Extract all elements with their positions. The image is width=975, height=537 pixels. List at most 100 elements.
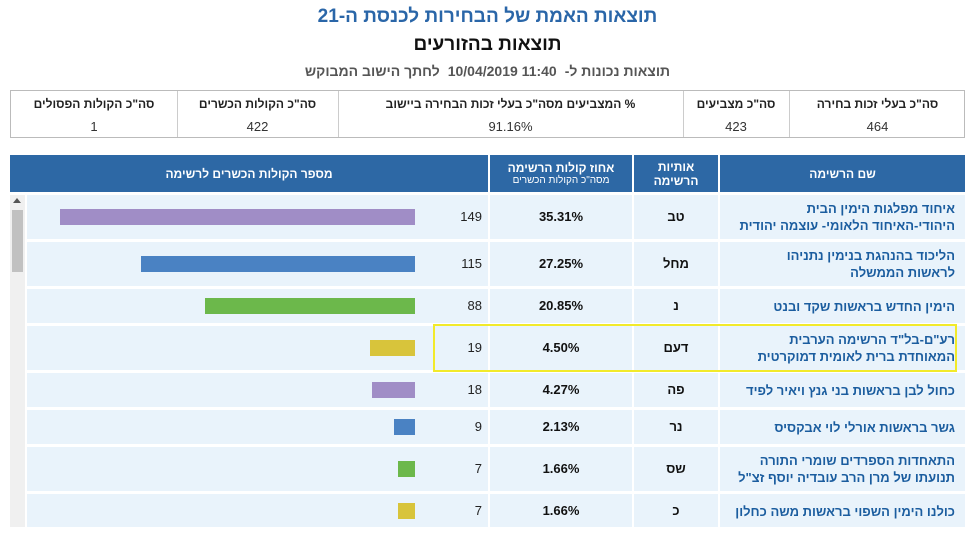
party-percent: 1.66% (542, 461, 580, 476)
party-name: התאחדות הספרדים שומרי התורה (759, 453, 955, 468)
letters-cell (634, 289, 718, 323)
party-letters: כ (672, 503, 680, 518)
results-table: שם הרשימה אותיות הרשימה אחוז קולות הרשימה מס… (10, 155, 965, 527)
party-percent: 35.31% (538, 209, 584, 224)
votes-cell (27, 494, 488, 527)
party-name: לראשות הממשלה (850, 265, 955, 280)
vote-bar (398, 503, 415, 519)
percent-cell (490, 326, 632, 370)
vote-bar (372, 382, 415, 398)
votes-cell (27, 447, 488, 491)
header-name: שם הרשימה (720, 155, 965, 192)
header-votes: מספר הקולות הכשרים לרשימה (10, 155, 488, 192)
header-percent: אחוז קולות הרשימה מסה"כ הקולות הכשרים (490, 155, 632, 192)
summary-label: סה"כ מצביעים (696, 97, 776, 111)
header-percent-title: אחוז קולות הרשימה (507, 161, 615, 175)
timestamp-line: תוצאות נכונות ל- 10/04/2019 11:40 לחתך ה… (0, 63, 975, 79)
summary-value: 1 (90, 119, 98, 134)
scroll-up[interactable] (13, 198, 21, 203)
summary-label: סה"כ הקולות הכשרים (198, 97, 317, 111)
summary-cell (789, 91, 966, 137)
letters-cell (634, 494, 718, 527)
summary-value: 423 (725, 119, 747, 134)
party-votes: 18 (467, 382, 482, 397)
votes-cell (27, 373, 488, 407)
percent-cell (490, 195, 632, 239)
percent-cell (490, 373, 632, 407)
scrollbar-thumb[interactable] (12, 210, 23, 272)
party-votes: 19 (467, 340, 482, 355)
header-letters: אותיות הרשימה (634, 155, 718, 192)
party-votes: 9 (474, 419, 482, 434)
party-letters: דעם (663, 340, 689, 355)
vote-bar (393, 419, 415, 435)
percent-cell (490, 447, 632, 491)
party-name: המאוחדת ברית לאומית דמוקרטית (757, 349, 955, 364)
percent-cell (490, 289, 632, 323)
summary-cell (683, 91, 789, 137)
letters-cell (634, 447, 718, 491)
party-name: כולנו הימין השפוי בראשות משה כחלון (735, 503, 955, 519)
summary-label: סה"כ בעלי זכות בחירה (816, 97, 939, 111)
subtitle: תוצאות בהזורעים (413, 34, 562, 55)
party-percent: 4.50% (542, 340, 580, 355)
party-percent: 1.66% (542, 503, 580, 518)
party-letters: שס (666, 461, 686, 476)
row-highlight (433, 324, 957, 372)
party-name: גשר בראשות אורלי לוי אבקסיס (774, 419, 955, 435)
name-cell: רע"ם-בל"ד הרשימה הערבית המאוחדת ברית לאומ… (720, 326, 965, 370)
party-name: הליכוד בהנהגת בנימין נתניהו (786, 248, 955, 263)
name-cell: כחול לבן בראשות בני גנץ ויאיר לפיד (720, 373, 965, 407)
party-votes: 115 (461, 256, 482, 271)
summary-value: 464 (866, 119, 889, 134)
name-cell: הליכוד בהנהגת בנימין נתניהו לראשות הממשלה (720, 242, 965, 286)
letters-cell (634, 326, 718, 370)
vote-bar (140, 256, 415, 272)
vote-bar (398, 461, 415, 477)
letters-cell (634, 410, 718, 444)
party-votes: 88 (467, 298, 482, 313)
percent-cell (490, 242, 632, 286)
header-percent-sub: מסה"כ הקולות הכשרים (512, 175, 610, 186)
party-name: כחול לבן בראשות בני גנץ ויאיר לפיד (746, 382, 955, 398)
header-letters-line: אותיות (657, 159, 695, 174)
timestamp-prefix: תוצאות נכונות ל- (564, 63, 671, 79)
vote-bar (205, 298, 415, 314)
party-percent: 2.13% (542, 419, 580, 434)
percent-cell (490, 494, 632, 527)
summary-cell (338, 91, 683, 137)
party-votes: 7 (474, 503, 482, 518)
summary-value: 422 (246, 119, 269, 134)
party-letters: מחל (663, 256, 689, 271)
name-cell: כולנו הימין השפוי בראשות משה כחלון (720, 494, 965, 527)
party-name: רע"ם-בל"ד הרשימה הערבית (789, 332, 955, 347)
votes-cell (27, 410, 488, 444)
party-letters: נר (669, 419, 683, 434)
letters-cell (634, 195, 718, 239)
party-name: איחוד מפלגות הימין הבית (806, 201, 955, 216)
party-votes: 149 (460, 209, 482, 224)
summary-label: סה"כ הקולות הפסולים (33, 97, 155, 111)
name-cell: התאחדות הספרדים שומרי התורה תנועתו של מרן… (720, 447, 965, 491)
party-votes: 7 (474, 461, 482, 476)
summary-cell (177, 91, 338, 137)
party-name: הימין החדש בראשות שקד ובנט (773, 298, 955, 314)
scrollbar-track (10, 195, 25, 527)
timestamp: 10/04/2019 11:40 (447, 63, 557, 79)
title: תוצאות האמת של הבחירות לכנסת ה-21 (317, 6, 658, 27)
vote-bar (59, 209, 415, 225)
votes-cell (27, 326, 488, 370)
letters-cell (634, 373, 718, 407)
letters-cell (634, 242, 718, 286)
party-percent: 4.27% (542, 382, 580, 397)
party-percent: 27.25% (538, 256, 584, 271)
timestamp-suffix: לחתך הישוב המבוקש (304, 63, 440, 79)
party-name: היהודי-האיחוד הלאומי- עוצמה יהודית (739, 218, 955, 233)
party-percent: 20.85% (538, 298, 584, 313)
name-cell: גשר בראשות אורלי לוי אבקסיס (720, 410, 965, 444)
party-name: תנועתו של מרן הרב עובדיה יוסף זצ"ל (738, 470, 955, 485)
vote-bar (369, 340, 415, 356)
name-cell: איחוד מפלגות הימין הבית היהודי-האיחוד הלא… (720, 195, 965, 239)
summary-label: % המצביעים מסה"כ בעלי זכות הבחירה ביישוב (385, 97, 636, 111)
